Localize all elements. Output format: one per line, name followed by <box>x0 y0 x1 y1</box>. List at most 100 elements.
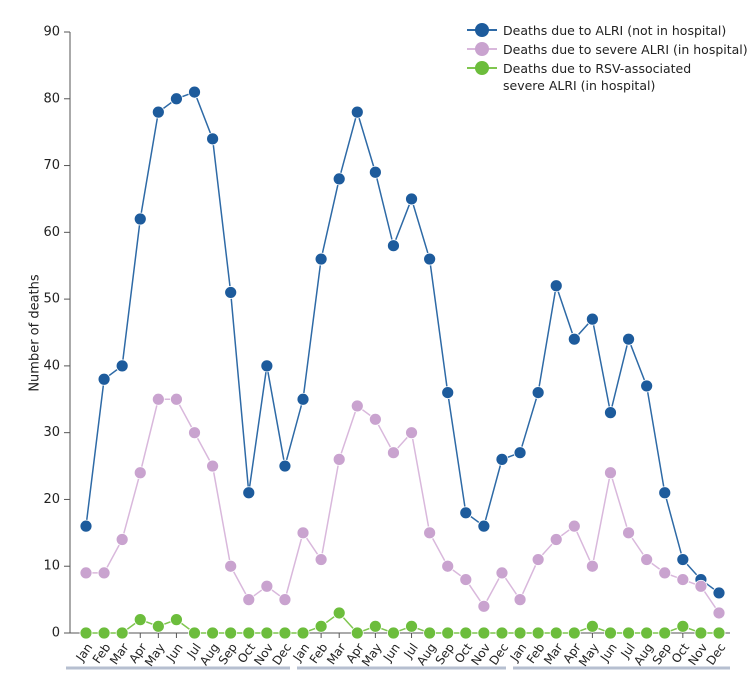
legend-dot <box>475 61 489 75</box>
data-point <box>604 626 617 640</box>
y-axis-label: Number of deaths <box>28 274 43 392</box>
y-tick-label: 50 <box>43 292 60 307</box>
data-point <box>224 559 238 573</box>
x-tick-label: Jun <box>380 641 403 665</box>
data-point <box>586 559 599 573</box>
data-point <box>133 613 147 627</box>
data-point <box>658 626 672 640</box>
series-line <box>86 398 720 614</box>
data-point <box>549 626 563 640</box>
data-point <box>441 626 455 640</box>
x-tick-label: Jan <box>290 641 313 665</box>
data-point <box>133 212 147 226</box>
data-point <box>79 519 93 533</box>
legend-item: Deaths due to severe ALRI (in hospital) <box>467 41 748 58</box>
data-point <box>495 452 509 466</box>
data-point <box>459 506 473 520</box>
data-point <box>97 566 111 580</box>
data-point <box>97 626 111 640</box>
legend-item: Deaths due to RSV-associated severe ALRI… <box>467 60 748 94</box>
data-point <box>423 526 437 540</box>
data-point <box>332 606 346 620</box>
data-point <box>296 526 310 540</box>
data-point <box>712 586 726 600</box>
legend-swatch <box>467 22 497 38</box>
data-point <box>242 626 256 640</box>
legend-dot <box>475 42 489 56</box>
data-point <box>405 426 418 440</box>
legend-label: Deaths due to RSV-associated severe ALRI… <box>503 61 692 93</box>
data-point <box>170 92 183 106</box>
data-point <box>296 392 310 406</box>
data-point <box>622 332 635 346</box>
data-point <box>206 459 220 473</box>
data-point <box>278 593 292 607</box>
data-point <box>640 379 654 393</box>
x-tick-label: Jan <box>507 641 530 665</box>
data-point <box>477 599 491 613</box>
data-point <box>224 286 238 299</box>
y-tick-label: 20 <box>43 492 60 507</box>
data-point <box>640 553 654 566</box>
data-point <box>278 459 292 473</box>
data-point <box>676 573 690 586</box>
data-point <box>676 553 690 566</box>
y-tick-label: 30 <box>43 425 60 440</box>
data-point <box>586 619 599 633</box>
data-point <box>531 553 545 566</box>
data-point <box>586 312 599 326</box>
data-point <box>188 426 201 440</box>
data-point <box>296 626 310 640</box>
data-point <box>567 519 581 533</box>
data-point <box>567 626 581 640</box>
data-point <box>495 626 509 640</box>
data-point <box>314 553 328 566</box>
data-point <box>170 613 183 627</box>
data-point <box>423 252 437 266</box>
data-point <box>459 573 473 586</box>
data-point <box>694 579 708 593</box>
data-point <box>513 593 527 607</box>
data-point <box>640 626 654 640</box>
data-point <box>260 579 274 593</box>
data-point <box>151 619 165 633</box>
data-point <box>206 626 220 640</box>
legend-dot <box>475 23 489 37</box>
data-point <box>387 446 400 460</box>
data-point <box>224 626 238 640</box>
y-tick-label: 80 <box>43 91 60 106</box>
data-point <box>115 359 129 373</box>
y-tick-label: 0 <box>52 626 60 641</box>
data-point <box>368 619 382 633</box>
data-point <box>350 626 364 640</box>
data-point <box>477 626 491 640</box>
data-point <box>513 626 527 640</box>
data-point <box>658 566 672 580</box>
y-tick-label: 70 <box>43 158 60 173</box>
data-point <box>622 626 635 640</box>
data-point <box>531 626 545 640</box>
data-point <box>387 626 400 640</box>
y-tick-label: 40 <box>43 358 60 373</box>
data-point <box>368 165 382 179</box>
data-point <box>531 386 545 400</box>
legend-label: Deaths due to ALRI (not in hospital) <box>503 23 727 38</box>
data-point <box>133 466 147 480</box>
data-point <box>151 392 165 406</box>
data-point <box>97 372 111 386</box>
legend-item: Deaths due to ALRI (not in hospital) <box>467 22 748 39</box>
data-point <box>567 332 581 346</box>
x-tick-label: Jun <box>163 641 186 665</box>
data-point <box>332 452 346 466</box>
y-tick-label: 10 <box>43 559 60 574</box>
data-point <box>604 406 617 420</box>
data-point <box>206 132 220 146</box>
data-point <box>79 566 93 580</box>
data-point <box>658 486 672 500</box>
data-point <box>712 626 726 640</box>
data-point <box>513 446 527 460</box>
data-point <box>459 626 473 640</box>
x-tick-label: Jun <box>597 641 620 665</box>
